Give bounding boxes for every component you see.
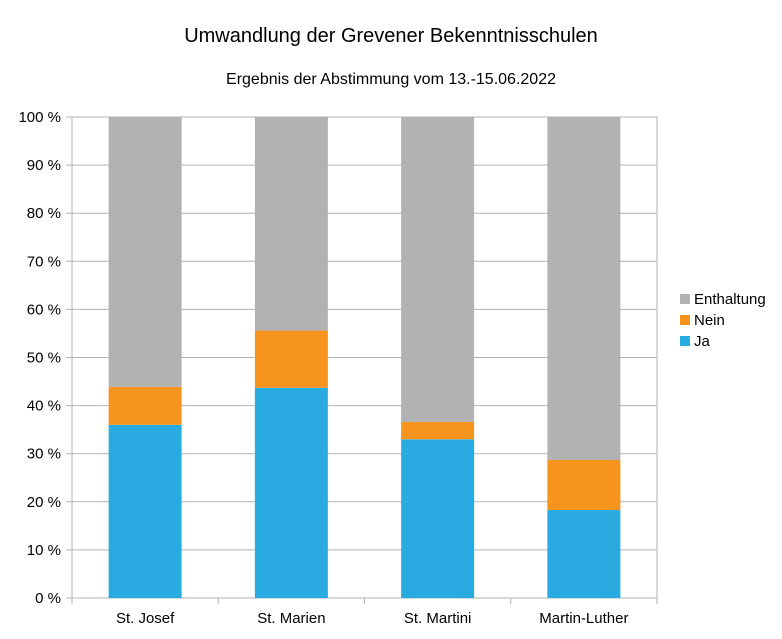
y-tick-label: 80 % xyxy=(27,205,61,222)
y-tick-label: 70 % xyxy=(27,253,61,270)
y-tick-label: 10 % xyxy=(27,542,61,559)
x-tick-label: St. Marien xyxy=(257,610,325,627)
legend-swatch-enthaltung xyxy=(680,294,690,304)
y-tick-label: 60 % xyxy=(27,301,61,318)
y-tick-label: 30 % xyxy=(27,446,61,463)
chart-subtitle: Ergebnis der Abstimmung vom 13.-15.06.20… xyxy=(226,71,556,88)
bar-ja-3 xyxy=(547,509,621,598)
legend-swatch-ja xyxy=(680,336,690,346)
bar-ja-0 xyxy=(108,424,182,598)
legend-label-enthaltung: Enthaltung xyxy=(694,291,766,308)
x-tick-label: St. Martini xyxy=(404,610,472,627)
legend-label-nein: Nein xyxy=(694,312,725,329)
chart-title: Umwandlung der Grevener Bekenntnisschule… xyxy=(184,25,598,47)
x-tick-label: Martin-Luther xyxy=(539,610,628,627)
y-tick-label: 50 % xyxy=(27,350,61,367)
legend-label-ja: Ja xyxy=(694,333,711,350)
bar-enthaltung-3 xyxy=(547,117,621,460)
bar-enthaltung-1 xyxy=(254,117,328,331)
bar-nein-1 xyxy=(254,330,328,388)
bar-ja-1 xyxy=(254,387,328,598)
bar-nein-2 xyxy=(401,421,475,440)
bar-nein-3 xyxy=(547,459,621,510)
y-tick-label: 20 % xyxy=(27,494,61,511)
y-tick-label: 90 % xyxy=(27,157,61,174)
y-tick-label: 40 % xyxy=(27,398,61,415)
bar-nein-0 xyxy=(108,386,182,425)
y-tick-label: 100 % xyxy=(18,109,61,126)
bar-ja-2 xyxy=(401,439,475,598)
bar-enthaltung-0 xyxy=(108,117,182,387)
bar-enthaltung-2 xyxy=(401,117,475,422)
legend-swatch-nein xyxy=(680,315,690,325)
x-tick-label: St. Josef xyxy=(116,610,175,627)
y-tick-label: 0 % xyxy=(35,590,61,607)
